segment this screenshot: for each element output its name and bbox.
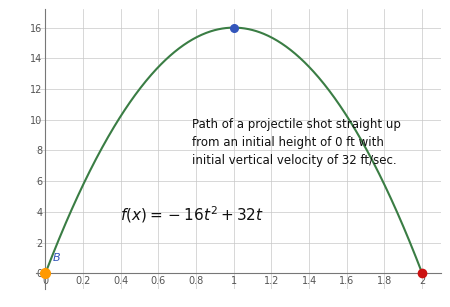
Text: Path of a projectile shot straight up
from an initial height of 0 ft with
initia: Path of a projectile shot straight up fr… bbox=[192, 118, 401, 167]
Text: B: B bbox=[53, 253, 61, 263]
Text: $f(x) = -16t^2 + 32t$: $f(x) = -16t^2 + 32t$ bbox=[120, 204, 265, 225]
